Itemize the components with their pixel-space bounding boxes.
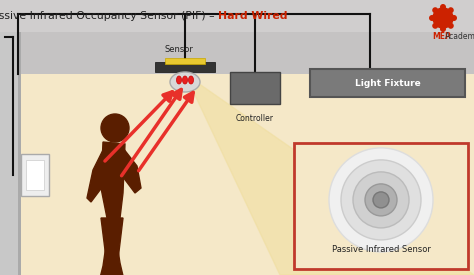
Circle shape	[433, 8, 453, 28]
Polygon shape	[97, 218, 123, 275]
Text: Passive Infrared Sensor: Passive Infrared Sensor	[331, 244, 430, 254]
Polygon shape	[101, 142, 125, 218]
FancyBboxPatch shape	[21, 154, 49, 196]
Circle shape	[341, 160, 421, 240]
Bar	[0, 32, 474, 275]
Ellipse shape	[182, 76, 188, 84]
Circle shape	[451, 15, 457, 21]
Circle shape	[429, 15, 435, 21]
Circle shape	[373, 192, 389, 208]
Bar	[155, 62, 215, 72]
Text: Hard Wired: Hard Wired	[218, 11, 288, 21]
Bar	[310, 69, 465, 97]
Ellipse shape	[176, 76, 182, 84]
Bar	[0, 32, 18, 275]
Text: Light Fixture: Light Fixture	[355, 78, 420, 87]
Bar	[18, 32, 21, 275]
Text: MEP: MEP	[432, 32, 451, 41]
Ellipse shape	[189, 76, 193, 84]
Polygon shape	[101, 218, 127, 275]
Polygon shape	[120, 148, 141, 193]
Polygon shape	[87, 150, 109, 202]
Text: Passive Infrared Occupancy Sensor (PIF) –: Passive Infrared Occupancy Sensor (PIF) …	[0, 11, 218, 21]
Bar	[0, 32, 474, 74]
Circle shape	[440, 26, 446, 32]
Circle shape	[329, 148, 433, 252]
Circle shape	[432, 23, 438, 29]
Circle shape	[448, 23, 454, 29]
Circle shape	[101, 114, 129, 142]
Bar	[0, 0, 474, 32]
Text: Academy: Academy	[445, 32, 474, 41]
Circle shape	[353, 172, 409, 228]
Bar	[165, 58, 205, 64]
Polygon shape	[185, 74, 474, 275]
Bar	[26, 160, 44, 190]
Circle shape	[440, 4, 446, 10]
Text: Sensor: Sensor	[165, 45, 194, 54]
Circle shape	[365, 184, 397, 216]
Text: Controller: Controller	[236, 114, 274, 123]
Circle shape	[432, 7, 438, 13]
Circle shape	[448, 7, 454, 13]
Bar	[230, 72, 280, 104]
Ellipse shape	[170, 72, 200, 92]
FancyBboxPatch shape	[294, 143, 468, 269]
